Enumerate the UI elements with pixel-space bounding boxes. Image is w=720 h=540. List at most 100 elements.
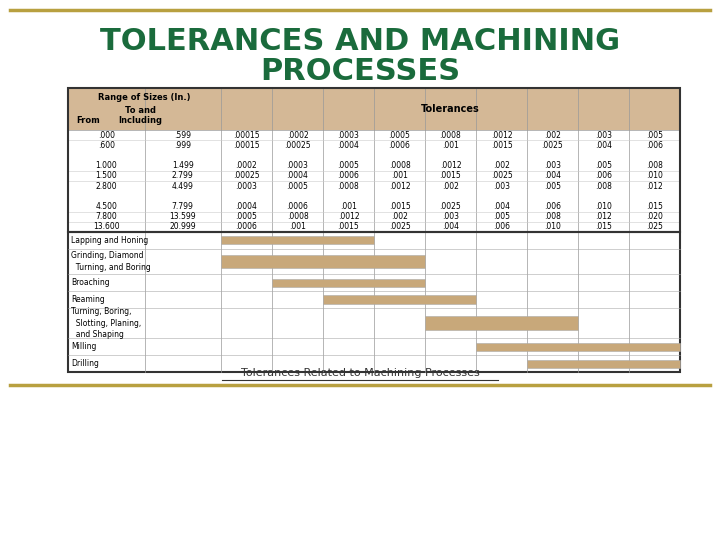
Text: .025: .025 bbox=[646, 222, 663, 232]
Text: .0004: .0004 bbox=[287, 171, 308, 180]
Text: .0025: .0025 bbox=[490, 171, 513, 180]
Text: Turning, Boring,
  Slotting, Planing,
  and Shaping: Turning, Boring, Slotting, Planing, and … bbox=[71, 307, 141, 339]
Bar bbox=[221, 237, 374, 245]
Text: .002: .002 bbox=[493, 161, 510, 170]
Text: .010: .010 bbox=[646, 171, 663, 180]
Text: .004: .004 bbox=[595, 141, 612, 150]
Text: .999: .999 bbox=[174, 141, 192, 150]
Text: .003: .003 bbox=[493, 181, 510, 191]
Text: .0005: .0005 bbox=[235, 212, 258, 221]
Text: .006: .006 bbox=[595, 171, 612, 180]
Text: Lapping and Honing: Lapping and Honing bbox=[71, 236, 148, 245]
Bar bbox=[68, 130, 680, 232]
Text: .0005: .0005 bbox=[338, 161, 359, 170]
Text: .600: .600 bbox=[98, 141, 114, 150]
Text: .004: .004 bbox=[493, 202, 510, 211]
Text: .0015: .0015 bbox=[338, 222, 359, 232]
Text: Reaming: Reaming bbox=[71, 295, 104, 304]
Text: .0008: .0008 bbox=[287, 212, 308, 221]
Bar bbox=[425, 316, 578, 330]
Text: .00015: .00015 bbox=[233, 131, 260, 140]
Text: Broaching: Broaching bbox=[71, 278, 109, 287]
Bar bbox=[476, 343, 680, 351]
Text: 1.499: 1.499 bbox=[172, 161, 194, 170]
Text: .012: .012 bbox=[646, 181, 663, 191]
Text: .005: .005 bbox=[595, 161, 612, 170]
Text: .002: .002 bbox=[442, 181, 459, 191]
Text: .0002: .0002 bbox=[235, 161, 257, 170]
Text: 2.799: 2.799 bbox=[172, 171, 194, 180]
Text: 4.499: 4.499 bbox=[172, 181, 194, 191]
Text: .002: .002 bbox=[391, 212, 408, 221]
Text: .0012: .0012 bbox=[440, 161, 462, 170]
Text: Including: Including bbox=[119, 116, 163, 125]
Text: .001: .001 bbox=[442, 141, 459, 150]
Text: .0015: .0015 bbox=[490, 141, 513, 150]
Text: Milling: Milling bbox=[71, 342, 96, 351]
Text: Grinding, Diamond
  Turning, and Boring: Grinding, Diamond Turning, and Boring bbox=[71, 252, 150, 272]
Text: .003: .003 bbox=[442, 212, 459, 221]
Text: .006: .006 bbox=[493, 222, 510, 232]
Text: .010: .010 bbox=[544, 222, 561, 232]
Text: .0003: .0003 bbox=[338, 131, 359, 140]
Text: .008: .008 bbox=[595, 181, 612, 191]
Text: .0004: .0004 bbox=[338, 141, 359, 150]
Text: .006: .006 bbox=[544, 202, 561, 211]
Text: .005: .005 bbox=[646, 131, 663, 140]
Text: .0025: .0025 bbox=[541, 141, 563, 150]
Text: .0003: .0003 bbox=[235, 181, 258, 191]
Text: .005: .005 bbox=[493, 212, 510, 221]
Text: .005: .005 bbox=[544, 181, 561, 191]
Text: .008: .008 bbox=[544, 212, 561, 221]
Text: Range of Sizes (In.): Range of Sizes (In.) bbox=[98, 93, 191, 102]
Text: 7.800: 7.800 bbox=[95, 212, 117, 221]
Text: .00025: .00025 bbox=[284, 141, 311, 150]
Text: .006: .006 bbox=[646, 141, 663, 150]
Text: .00025: .00025 bbox=[233, 171, 260, 180]
Bar bbox=[527, 360, 680, 368]
Text: .012: .012 bbox=[595, 212, 612, 221]
Bar bbox=[323, 295, 476, 303]
Text: 4.500: 4.500 bbox=[95, 202, 117, 211]
Text: PROCESSES: PROCESSES bbox=[260, 57, 460, 86]
Text: .0008: .0008 bbox=[440, 131, 462, 140]
Text: .0012: .0012 bbox=[389, 181, 410, 191]
Text: 1.500: 1.500 bbox=[95, 171, 117, 180]
Text: .0008: .0008 bbox=[389, 161, 410, 170]
Bar bbox=[68, 232, 680, 372]
Text: .0006: .0006 bbox=[287, 202, 308, 211]
Text: .0006: .0006 bbox=[338, 171, 359, 180]
Text: .010: .010 bbox=[595, 202, 612, 211]
Text: .0015: .0015 bbox=[389, 202, 410, 211]
Text: 7.799: 7.799 bbox=[172, 202, 194, 211]
Text: .00015: .00015 bbox=[233, 141, 260, 150]
Text: .0003: .0003 bbox=[287, 161, 308, 170]
Text: .0002: .0002 bbox=[287, 131, 308, 140]
Text: .0005: .0005 bbox=[389, 131, 410, 140]
Text: .003: .003 bbox=[595, 131, 612, 140]
Text: .020: .020 bbox=[646, 212, 663, 221]
Text: .004: .004 bbox=[442, 222, 459, 232]
Text: To and: To and bbox=[125, 106, 156, 115]
Text: TOLERANCES AND MACHINING: TOLERANCES AND MACHINING bbox=[100, 28, 620, 57]
Bar bbox=[272, 279, 425, 287]
Text: .599: .599 bbox=[174, 131, 192, 140]
Text: .0004: .0004 bbox=[235, 202, 258, 211]
Text: .0012: .0012 bbox=[338, 212, 359, 221]
Text: .003: .003 bbox=[544, 161, 561, 170]
Text: .004: .004 bbox=[544, 171, 561, 180]
Text: .015: .015 bbox=[646, 202, 663, 211]
Text: .015: .015 bbox=[595, 222, 612, 232]
Text: .001: .001 bbox=[289, 222, 306, 232]
Text: .0015: .0015 bbox=[440, 171, 462, 180]
Text: .001: .001 bbox=[340, 202, 357, 211]
Text: 1.000: 1.000 bbox=[95, 161, 117, 170]
Text: 2.800: 2.800 bbox=[96, 181, 117, 191]
Text: 20.999: 20.999 bbox=[169, 222, 196, 232]
Text: .0006: .0006 bbox=[235, 222, 258, 232]
Text: .002: .002 bbox=[544, 131, 561, 140]
Text: Drilling: Drilling bbox=[71, 359, 99, 368]
Text: 13.600: 13.600 bbox=[93, 222, 120, 232]
Bar bbox=[221, 255, 425, 268]
Text: .0025: .0025 bbox=[389, 222, 410, 232]
